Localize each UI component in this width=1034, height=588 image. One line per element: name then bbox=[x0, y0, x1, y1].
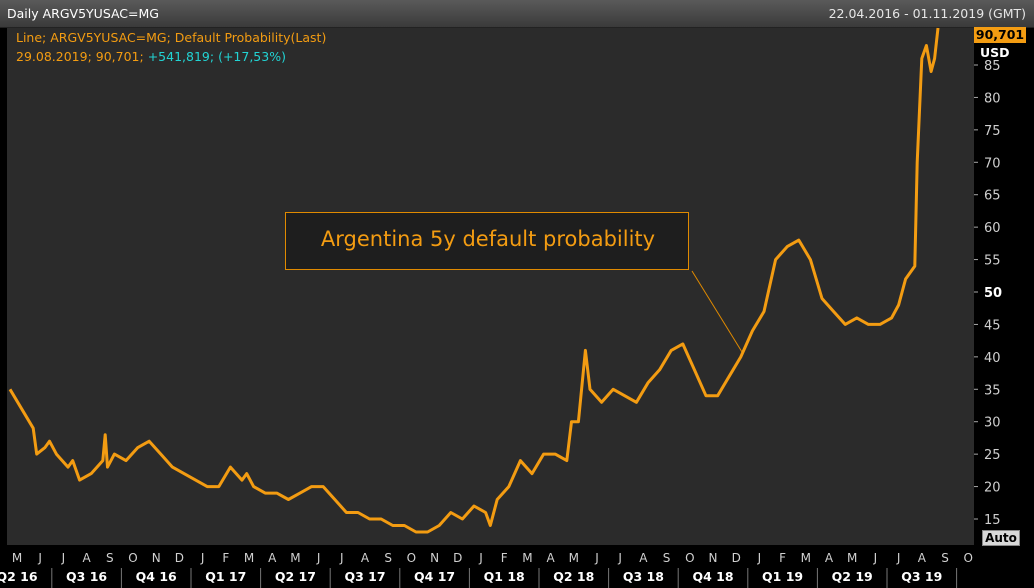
x-quarter-label: Q4 16 bbox=[136, 569, 177, 584]
legend-series-label: Line; ARGV5YUSAC=MG; Default Probability… bbox=[16, 30, 327, 45]
x-month-label: A bbox=[546, 551, 555, 565]
x-month-label: J bbox=[873, 551, 878, 565]
x-axis-panel bbox=[0, 545, 1034, 588]
x-month-label: F bbox=[222, 551, 229, 565]
y-tick-label: 50 bbox=[984, 286, 1002, 301]
legend-change: +541,819; bbox=[147, 49, 215, 64]
x-month-label: D bbox=[732, 551, 741, 565]
annotation-text: Argentina 5y default probability bbox=[320, 227, 656, 251]
x-quarter-label: Q2 19 bbox=[832, 569, 873, 584]
x-quarter-label: Q1 18 bbox=[484, 569, 525, 584]
x-month-label: S bbox=[941, 551, 949, 565]
y-axis-panel bbox=[974, 28, 1034, 545]
annotation-leader-line bbox=[691, 270, 743, 353]
chart-header: Daily ARGV5YUSAC=MG 22.04.2016 - 01.11.2… bbox=[0, 0, 1034, 28]
x-month-label: A bbox=[918, 551, 927, 565]
x-month-label: M bbox=[12, 551, 22, 565]
y-tick-label: 75 bbox=[984, 124, 1001, 139]
x-month-label: O bbox=[407, 551, 416, 565]
x-month-label: A bbox=[825, 551, 834, 565]
x-month-label: J bbox=[339, 551, 344, 565]
x-month-label: J bbox=[896, 551, 901, 565]
x-month-label: N bbox=[430, 551, 439, 565]
date-range: 22.04.2016 - 01.11.2019 (GMT) bbox=[828, 6, 1026, 21]
y-axis-ticks: 15 20 25 30 35 40 45 50 55 60 65 70 75 80 85 bbox=[974, 59, 1002, 528]
x-month-label: O bbox=[963, 551, 972, 565]
x-month-label: M bbox=[801, 551, 811, 565]
y-tick-label: 85 bbox=[984, 59, 1001, 74]
y-tick-label: 40 bbox=[984, 351, 1001, 366]
x-month-label: J bbox=[617, 551, 622, 565]
x-month-label: N bbox=[152, 551, 161, 565]
x-month-label: M bbox=[847, 551, 857, 565]
x-month-label: J bbox=[61, 551, 66, 565]
x-month-label: D bbox=[175, 551, 184, 565]
x-month-label: M bbox=[244, 551, 254, 565]
y-tick-label: 25 bbox=[984, 448, 1001, 463]
series-line bbox=[8, 27, 940, 534]
x-month-label: A bbox=[82, 551, 91, 565]
x-month-label: A bbox=[268, 551, 277, 565]
x-quarter-label: Q1 17 bbox=[205, 569, 246, 584]
x-month-label: S bbox=[106, 551, 114, 565]
x-month-label: S bbox=[384, 551, 392, 565]
annotation-box: Argentina 5y default probability bbox=[285, 212, 689, 270]
x-quarter-label: Q2 17 bbox=[275, 569, 316, 584]
plot-area[interactable] bbox=[7, 28, 974, 545]
x-quarter-label: Q2 18 bbox=[553, 569, 594, 584]
legend-date: 29.08.2019; bbox=[16, 49, 92, 64]
x-month-label: M bbox=[569, 551, 579, 565]
y-tick-label: 30 bbox=[984, 416, 1001, 431]
x-month-label: J bbox=[757, 551, 762, 565]
legend-last-value: 90,701; bbox=[95, 49, 144, 64]
legend-change-pct: (+17,53%) bbox=[218, 49, 286, 64]
x-month-label: O bbox=[128, 551, 137, 565]
currency-label: USD bbox=[980, 45, 1010, 60]
y-tick-label: 20 bbox=[984, 481, 1001, 496]
x-month-label: J bbox=[594, 551, 599, 565]
x-quarter-label: Q4 17 bbox=[414, 569, 455, 584]
x-quarter-label: Q3 19 bbox=[901, 569, 942, 584]
x-month-label: A bbox=[639, 551, 648, 565]
x-quarter-label: Q3 18 bbox=[623, 569, 664, 584]
x-quarter-label: Q4 18 bbox=[692, 569, 733, 584]
x-quarter-label: Q3 17 bbox=[344, 569, 385, 584]
last-value-badge: 90,701 bbox=[974, 27, 1026, 43]
x-month-label: J bbox=[478, 551, 483, 565]
chart-title: Daily ARGV5YUSAC=MG bbox=[7, 6, 159, 21]
x-month-label: M bbox=[290, 551, 300, 565]
x-month-label: J bbox=[316, 551, 321, 565]
x-month-label: J bbox=[200, 551, 205, 565]
x-month-label: A bbox=[361, 551, 370, 565]
x-month-label: M bbox=[522, 551, 532, 565]
x-month-label: J bbox=[37, 551, 42, 565]
x-month-label: D bbox=[453, 551, 462, 565]
auto-scale-button[interactable]: Auto bbox=[982, 530, 1020, 546]
y-tick-label: 55 bbox=[984, 254, 1001, 269]
x-quarter-label: Q1 19 bbox=[762, 569, 803, 584]
x-month-label: N bbox=[709, 551, 718, 565]
y-tick-label: 15 bbox=[984, 513, 1001, 528]
y-tick-label: 60 bbox=[984, 221, 1001, 236]
y-tick-label: 45 bbox=[984, 318, 1001, 333]
x-quarter-label: Q2 16 bbox=[0, 569, 38, 584]
x-month-label: F bbox=[779, 551, 786, 565]
y-tick-label: 35 bbox=[984, 383, 1001, 398]
legend-last-values: 29.08.2019; 90,701; +541,819; (+17,53%) bbox=[16, 49, 286, 64]
y-tick-label: 70 bbox=[984, 156, 1001, 171]
x-month-label: F bbox=[501, 551, 508, 565]
x-month-label: O bbox=[685, 551, 694, 565]
x-month-label: S bbox=[663, 551, 671, 565]
y-tick-label: 65 bbox=[984, 189, 1001, 204]
x-quarter-label: Q3 16 bbox=[66, 569, 107, 584]
y-tick-label: 80 bbox=[984, 91, 1001, 106]
